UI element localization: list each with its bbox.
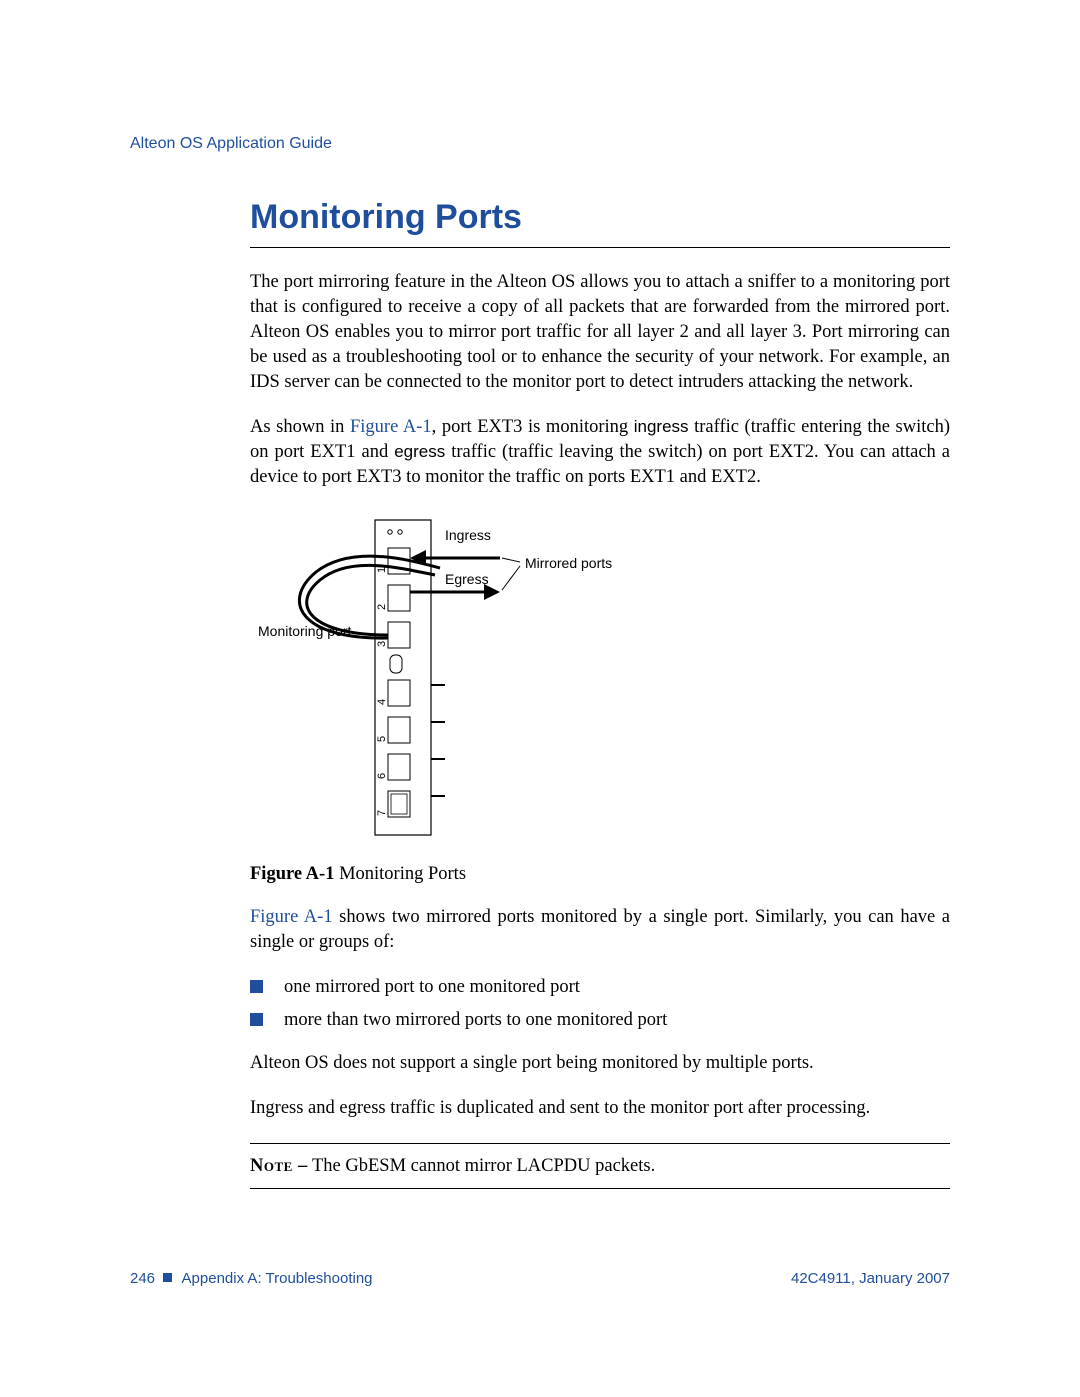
figure-caption: Figure A-1 Monitoring Ports: [250, 862, 950, 887]
label-monitoring: Monitoring port: [258, 623, 351, 639]
paragraph-1: The port mirroring feature in the Alteon…: [250, 270, 950, 395]
text: , port EXT3 is monitoring: [432, 417, 634, 437]
list-item: one mirrored port to one monitored port: [250, 975, 950, 1000]
figure-a1: 1 2 3 4 5 6: [250, 510, 950, 848]
note-label: Note –: [250, 1156, 308, 1176]
figure-link[interactable]: Figure A-1: [250, 907, 333, 927]
note: Note – The GbESM cannot mirror LACPDU pa…: [250, 1154, 950, 1179]
paragraph-4: Alteon OS does not support a single port…: [250, 1051, 950, 1076]
bullet-list: one mirrored port to one monitored port …: [250, 975, 950, 1033]
port-num-5: 5: [376, 736, 388, 742]
text: shows two mirrored ports monitored by a …: [250, 907, 950, 952]
list-item: more than two mirrored ports to one moni…: [250, 1008, 950, 1033]
label-ingress: Ingress: [445, 527, 491, 543]
square-bullet-icon: [163, 1273, 172, 1282]
port-num-4: 4: [376, 699, 388, 705]
label-egress: Egress: [445, 571, 489, 587]
running-header: Alteon OS Application Guide: [130, 135, 950, 153]
label-mirrored: Mirrored ports: [525, 555, 612, 571]
term-egress: egress: [394, 442, 445, 461]
note-rule-top: [250, 1143, 950, 1144]
port-num-2: 2: [376, 604, 388, 610]
page-content: Alteon OS Application Guide Monitoring P…: [130, 135, 950, 1189]
page-title: Monitoring Ports: [250, 198, 950, 241]
page-footer: 246 Appendix A: Troubleshooting 42C4911,…: [130, 1270, 950, 1287]
port-num-3: 3: [376, 641, 388, 647]
body: The port mirroring feature in the Alteon…: [250, 270, 950, 1189]
footer-right: 42C4911, January 2007: [791, 1270, 950, 1287]
figure-caption-text: Monitoring Ports: [334, 864, 466, 884]
paragraph-2: As shown in Figure A-1, port EXT3 is mon…: [250, 415, 950, 490]
appendix-label: Appendix A: Troubleshooting: [182, 1270, 373, 1287]
figure-svg: 1 2 3 4 5 6: [250, 510, 690, 840]
figure-caption-bold: Figure A-1: [250, 864, 334, 884]
text: As shown in: [250, 417, 350, 437]
footer-left: 246 Appendix A: Troubleshooting: [130, 1270, 373, 1287]
page-number: 246: [130, 1270, 155, 1287]
paragraph-3: Figure A-1 shows two mirrored ports moni…: [250, 905, 950, 955]
term-ingress: ingress: [634, 417, 689, 436]
port-num-6: 6: [376, 773, 388, 779]
figure-link[interactable]: Figure A-1: [350, 417, 432, 437]
port-num-7: 7: [376, 810, 388, 816]
note-text: The GbESM cannot mirror LACPDU packets.: [308, 1156, 656, 1176]
paragraph-5: Ingress and egress traffic is duplicated…: [250, 1096, 950, 1121]
title-rule: [250, 247, 950, 248]
note-rule-bottom: [250, 1188, 950, 1189]
